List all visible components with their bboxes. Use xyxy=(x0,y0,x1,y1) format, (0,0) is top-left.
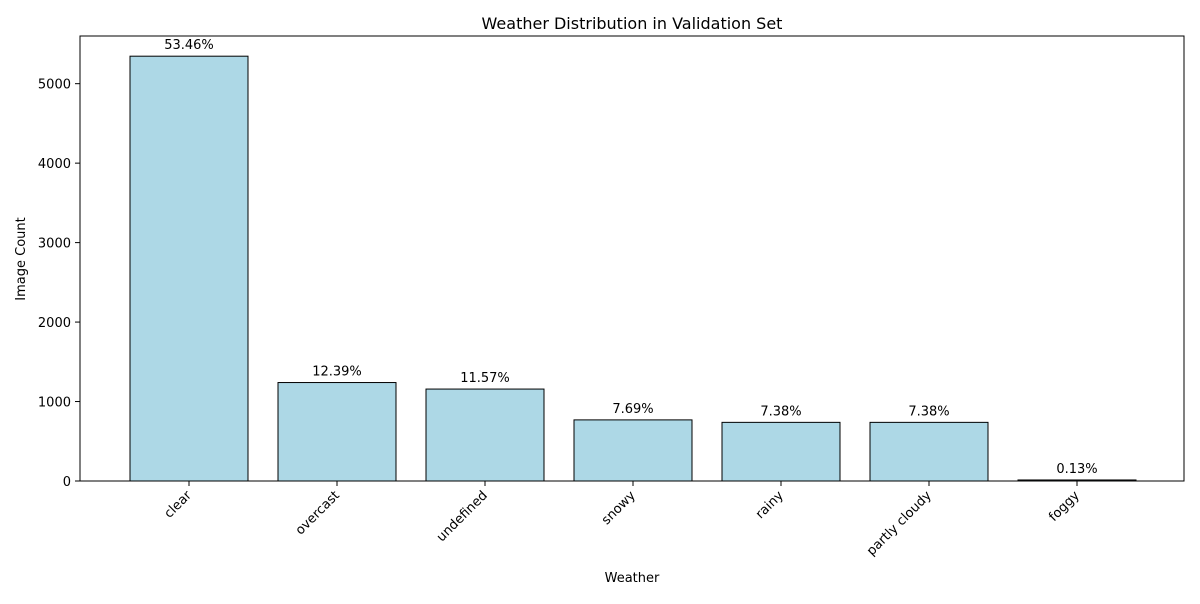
x-tick-label: partly cloudy xyxy=(864,488,935,559)
bar-clear xyxy=(129,55,249,482)
bar-value-label: 0.13% xyxy=(1056,462,1097,477)
bar-overcast xyxy=(277,382,397,482)
y-tick-label: 2000 xyxy=(38,316,71,331)
plot-area: 53.46% 12.39% 11.57% 7.69% 7.38% 7.38% 0.13% xyxy=(129,38,1137,482)
bar-partly-cloudy xyxy=(869,421,989,482)
y-tick-label: 1000 xyxy=(38,396,71,411)
bar-rainy xyxy=(721,421,841,482)
x-axis: clear overcast undefined snowy rainy partly c… xyxy=(162,481,1083,559)
y-axis-label: Image Count xyxy=(14,217,29,300)
x-tick-label: rainy xyxy=(753,488,787,522)
bar-value-label: 7.38% xyxy=(908,404,949,419)
bar-value-label: 7.38% xyxy=(760,404,801,419)
x-axis-label: Weather xyxy=(605,571,660,586)
y-axis: 0 1000 2000 3000 4000 5000 xyxy=(38,78,80,490)
x-tick-label: undefined xyxy=(434,488,491,545)
chart-title: Weather Distribution in Validation Set xyxy=(482,14,783,33)
bar-undefined xyxy=(425,388,545,482)
bar-value-label: 12.39% xyxy=(312,365,362,380)
x-tick-label: overcast xyxy=(293,488,343,538)
bar-value-label: 53.46% xyxy=(164,38,214,53)
y-tick-label: 5000 xyxy=(38,78,71,93)
bar-value-label: 7.69% xyxy=(612,402,653,417)
y-tick-label: 4000 xyxy=(38,157,71,172)
plot-frame xyxy=(79,35,1185,482)
bar-snowy xyxy=(573,419,693,482)
x-tick-label: clear xyxy=(162,488,196,522)
y-tick-label: 0 xyxy=(63,475,71,490)
y-tick-label: 3000 xyxy=(38,237,71,252)
bar-value-label: 11.57% xyxy=(460,371,510,386)
x-tick-label: snowy xyxy=(599,488,639,528)
x-tick-label: foggy xyxy=(1046,488,1083,525)
